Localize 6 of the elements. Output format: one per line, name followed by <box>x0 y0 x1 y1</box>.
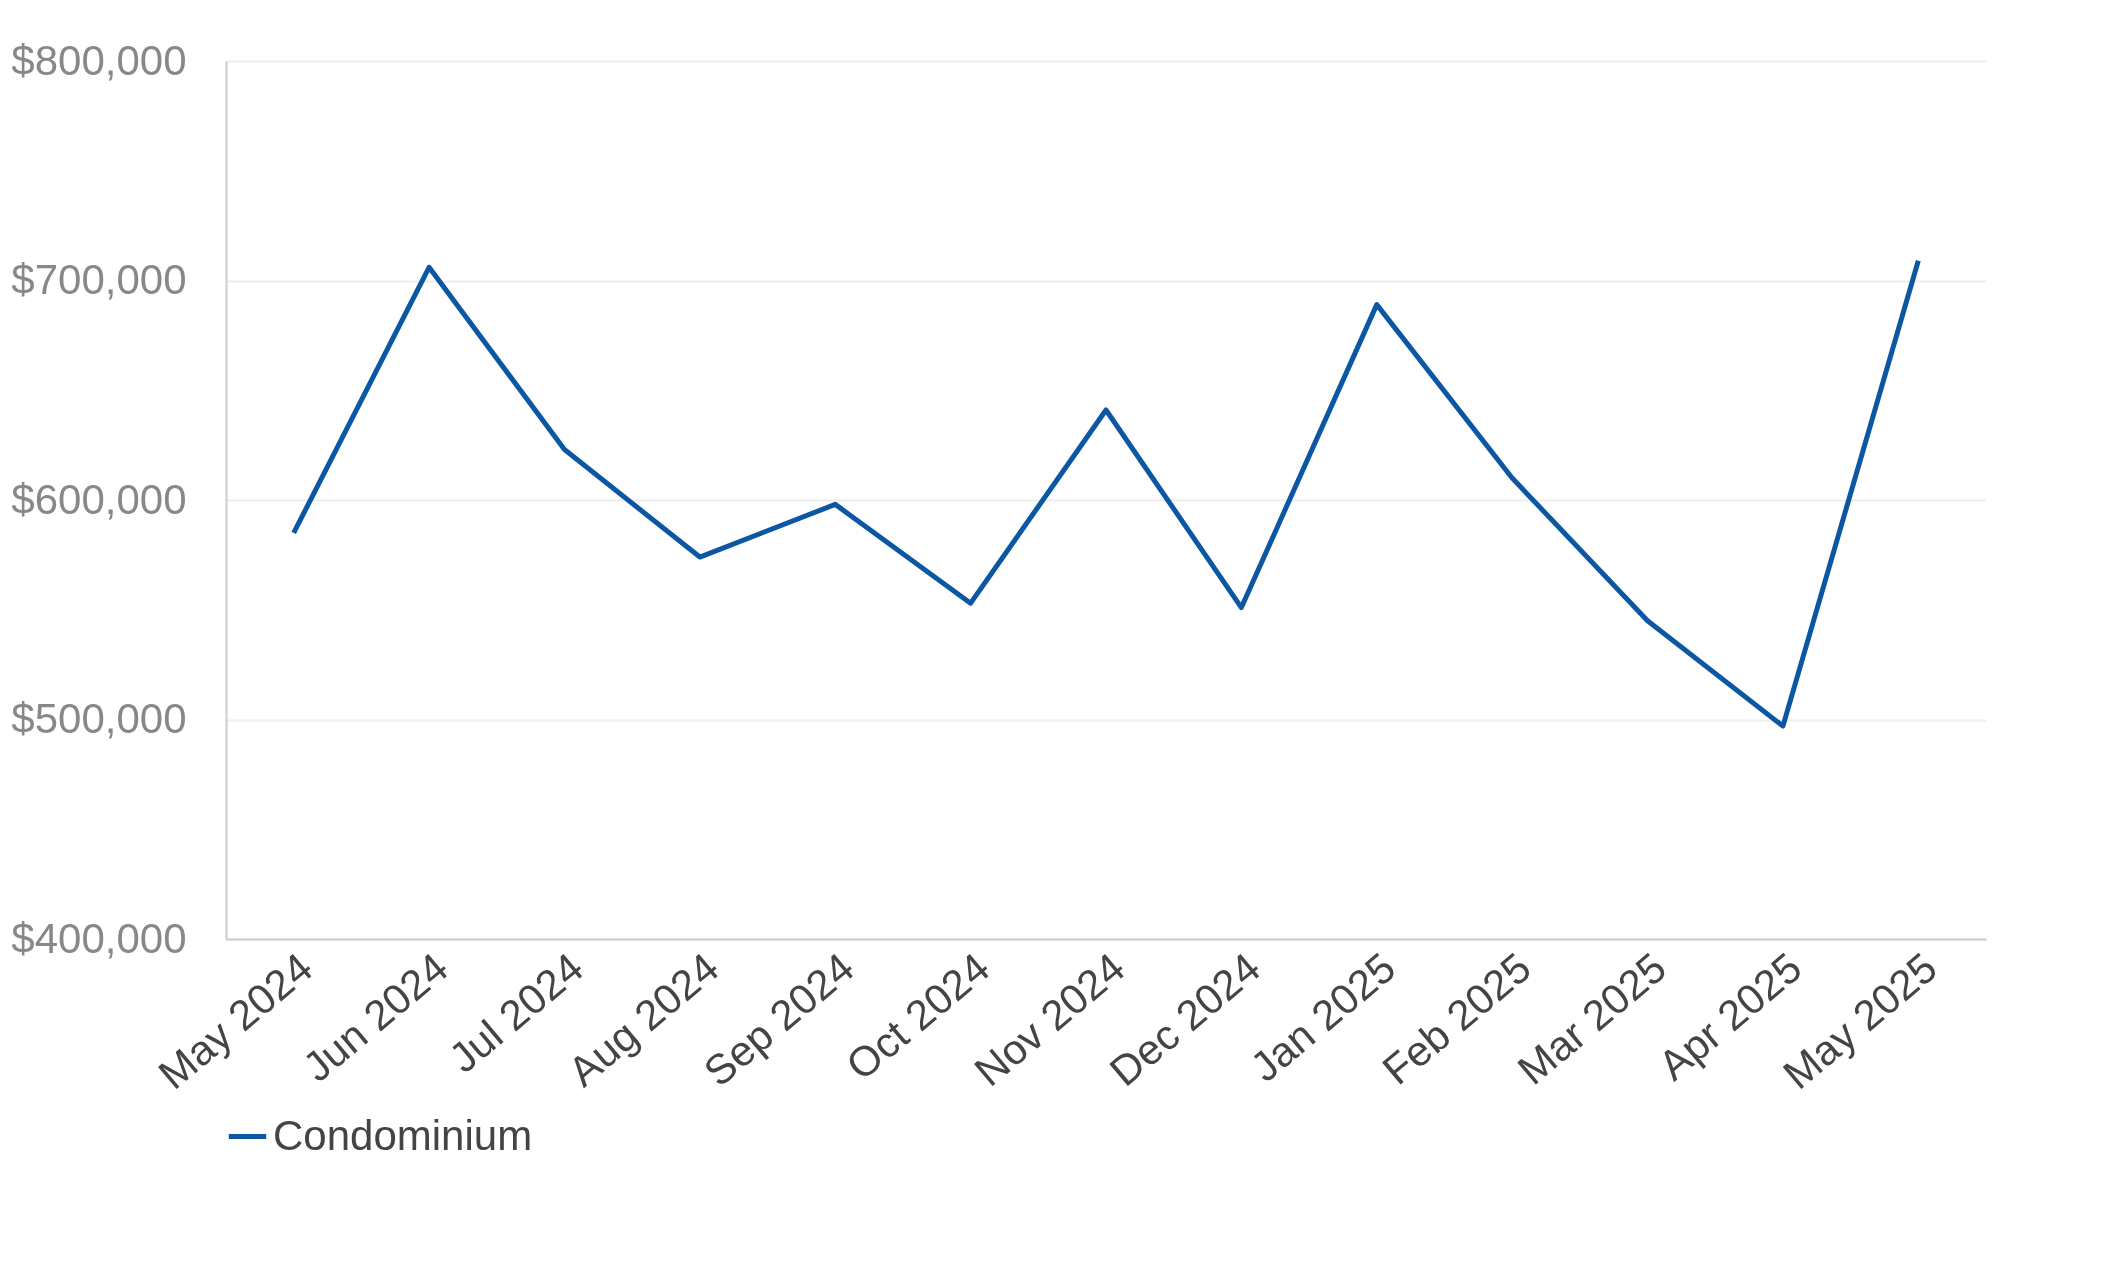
y-tick-label: $700,000 <box>11 256 187 303</box>
y-tick-label: $400,000 <box>11 914 187 962</box>
legend-label: Condominium <box>273 1111 533 1159</box>
y-tick-label: $800,000 <box>11 36 187 84</box>
y-tick-label: $500,000 <box>11 695 187 742</box>
y-tick-label: $600,000 <box>11 475 187 523</box>
